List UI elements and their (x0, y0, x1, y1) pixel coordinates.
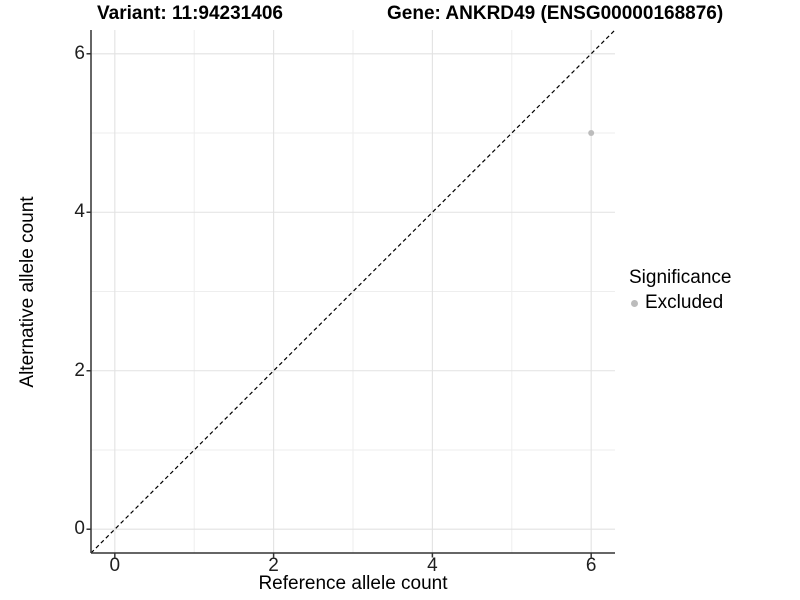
y-tick-label: 6 (74, 42, 85, 64)
x-tick-label: 2 (268, 555, 279, 576)
x-axis-title: Reference allele count (258, 573, 448, 594)
legend-title: Significance (629, 267, 732, 288)
x-tick-label: 6 (585, 555, 597, 576)
x-tick-label: 0 (109, 555, 121, 576)
x-tick-label: 4 (427, 555, 438, 576)
legend-item-excluded: Excluded (629, 292, 731, 314)
legend-point-icon (631, 299, 638, 307)
variant-title: Variant: 11:94231406 (97, 3, 283, 24)
y-axis-title: Alternative allele count (17, 196, 38, 388)
data-point-excluded (588, 130, 595, 137)
legend: Significance Excluded (629, 267, 731, 314)
y-tick-label: 0 (74, 518, 85, 540)
gene-title: Gene: ANKRD49 (ENSG00000168876) (387, 3, 724, 24)
y-tick-label: 4 (74, 201, 85, 223)
identity-dashed-line (90, 29, 616, 554)
legend-item-label: Excluded (645, 292, 724, 313)
y-tick-label: 2 (74, 359, 85, 381)
